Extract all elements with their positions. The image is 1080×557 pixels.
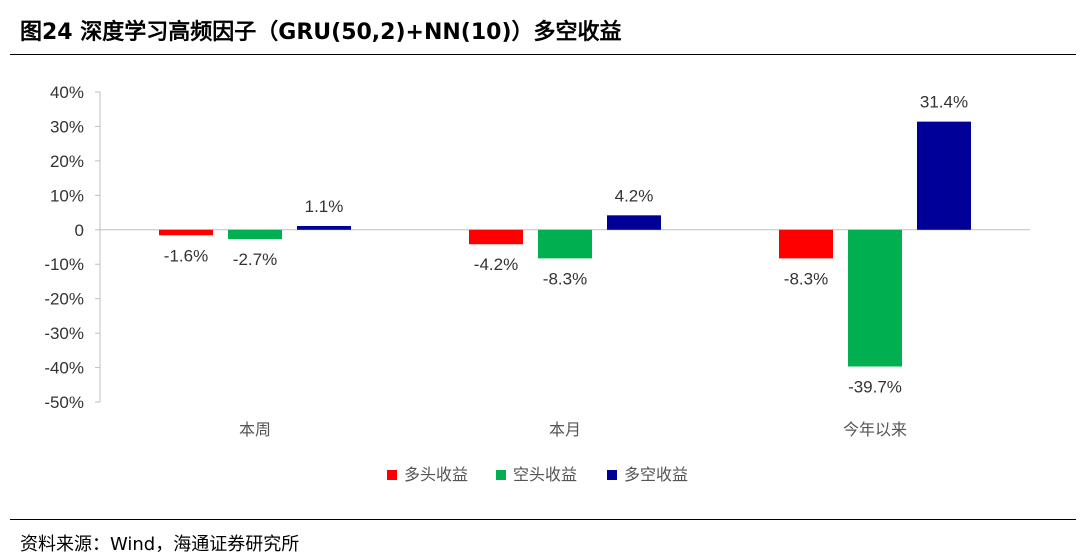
- legend: 多头收益 空头收益 多空收益: [387, 465, 688, 484]
- bar: [469, 229, 523, 245]
- data-labels: -1.6% -4.2% -8.3% -2.7% -8.3% -39.7% 1.1% 4.2% 3…: [164, 93, 968, 397]
- bar: [538, 229, 592, 259]
- legend-label: 多头收益: [404, 465, 468, 484]
- y-tick-label: -50%: [44, 393, 84, 412]
- footer-divider: [10, 519, 1076, 520]
- bars: [159, 121, 971, 367]
- bar: [917, 121, 971, 230]
- bar: [297, 225, 351, 230]
- y-tick-label: -30%: [44, 324, 84, 343]
- bar-chart: 40%30%20%10%0-10%-20%-30%-40%-50% -1.6% -…: [44, 83, 1030, 484]
- x-category-label: 本周: [239, 420, 271, 439]
- bar: [159, 229, 213, 236]
- y-tick-label: 20%: [50, 152, 84, 171]
- bar: [228, 229, 282, 240]
- y-tick-label: 10%: [50, 186, 84, 205]
- data-label: -2.7%: [233, 250, 277, 269]
- y-tick-label: 30%: [50, 117, 84, 136]
- data-label: -4.2%: [474, 255, 518, 274]
- legend-label: 空头收益: [513, 465, 577, 484]
- x-axis: 本周 本月 今年以来: [239, 420, 907, 439]
- data-label: -8.3%: [784, 269, 828, 288]
- data-label: -1.6%: [164, 246, 208, 265]
- y-tick-label: 40%: [50, 83, 84, 102]
- title-divider: [10, 54, 1076, 55]
- y-tick-label: 0: [75, 221, 84, 240]
- legend-swatch: [496, 470, 506, 480]
- chart-title: 图24 深度学习高频因子（GRU(50,2)+NN(10)）多空收益: [20, 20, 622, 45]
- legend-swatch: [387, 470, 397, 480]
- y-tick-label: -20%: [44, 290, 84, 309]
- bar: [607, 215, 661, 230]
- legend-label: 多空收益: [624, 465, 688, 484]
- y-tick-label: -10%: [44, 255, 84, 274]
- data-label: 1.1%: [305, 197, 344, 216]
- source-note: 资料来源：Wind，海通证券研究所: [20, 534, 300, 555]
- legend-swatch: [607, 470, 617, 480]
- data-label: -39.7%: [848, 378, 902, 397]
- x-category-label: 本月: [549, 420, 581, 439]
- title-bar: 图24 深度学习高频因子（GRU(50,2)+NN(10)）多空收益: [0, 0, 1080, 56]
- data-label: -8.3%: [543, 269, 587, 288]
- data-label: 31.4%: [920, 93, 968, 112]
- bar: [779, 229, 833, 259]
- data-label: 4.2%: [615, 186, 654, 205]
- y-tick-label: -40%: [44, 359, 84, 378]
- x-category-label: 今年以来: [843, 420, 907, 439]
- bar: [848, 229, 902, 367]
